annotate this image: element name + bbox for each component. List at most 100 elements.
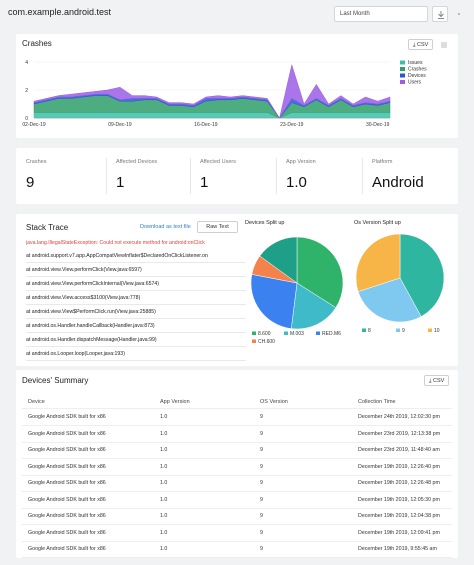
column-header[interactable]: Device (28, 399, 45, 405)
table-cell: 1.0 (160, 529, 168, 536)
pie-slice (250, 274, 298, 329)
table-cell: 1.0 (160, 546, 168, 552)
table-cell: Google Android SDK built for x86 (28, 496, 106, 503)
table-cell: 1.0 (160, 430, 168, 437)
legend-swatch (400, 80, 405, 84)
trace-line: at android.os.Looper.loop(Looper.java:19… (26, 351, 246, 361)
table-cell: 1.0 (160, 513, 168, 519)
download-icon: ⤓ (429, 378, 433, 384)
table-cell: 1.0 (160, 414, 168, 420)
stacktrace-title: Stack Trace (26, 223, 69, 232)
stat-value: 1 (116, 174, 125, 191)
table-cell: 9 (260, 430, 263, 437)
legend-label: RED.M6 (322, 331, 341, 337)
period-select[interactable]: Last Month (334, 6, 428, 22)
x-tick-label: 23-Dec-19 (280, 122, 304, 128)
legend-swatch (252, 339, 256, 343)
legend-swatch (400, 73, 405, 78)
download-text-link[interactable]: Download as text file (140, 224, 191, 230)
row-divider (22, 458, 452, 459)
pie-slice (357, 277, 422, 323)
stat-value: 1 (200, 174, 209, 191)
stat-value: Android (372, 174, 424, 191)
stat-value: 9 (26, 174, 35, 191)
legend-label: Users (408, 80, 422, 86)
table-cell: December 19th 2019, 12:04:38 pm (358, 513, 440, 519)
stat-value: 1.0 (286, 174, 307, 191)
download-button[interactable] (432, 6, 448, 22)
stat-divider (190, 158, 191, 194)
legend-label: Devices (408, 73, 426, 79)
table-cell: 9 (260, 463, 263, 470)
stat-divider (276, 158, 277, 194)
column-header[interactable]: Collection Time (358, 399, 396, 405)
legend-label: 8.600 (258, 331, 271, 337)
trace-line: at android.view.View.performClickInterna… (26, 281, 246, 291)
legend-label: M.003 (290, 331, 304, 337)
row-divider (22, 491, 452, 492)
trace-line: at android.view.View.performClick(View.j… (26, 267, 246, 277)
y-tick-label: 4 (25, 60, 28, 66)
table-cell: Google Android SDK built for x86 (28, 430, 106, 437)
stat-label: Crashes (26, 159, 47, 165)
row-divider (22, 507, 452, 509)
x-tick-label: 02-Dec-19 (22, 122, 46, 128)
row-divider (22, 557, 452, 558)
download-icon: ⤓ (413, 42, 417, 48)
row-divider (22, 524, 452, 525)
trace-line: at android.view.View$PerformClick.run(Vi… (26, 309, 246, 319)
csv-label: CSV (416, 42, 429, 48)
series-area-issues (33, 112, 391, 119)
column-header[interactable]: OS Version (260, 399, 288, 405)
y-tick-label: 2 (25, 88, 28, 94)
x-tick-label: 16-Dec-19 (194, 122, 218, 128)
csv-label: CSV (432, 378, 445, 384)
table-cell: 1.0 (160, 480, 168, 486)
more-button[interactable] (452, 6, 466, 22)
table-cell: December 19th 2019, 9:55:45 am (358, 546, 437, 552)
y-tick-label: 0 (25, 116, 28, 122)
legend-label: 9 (402, 328, 405, 334)
table-cell: 9 (260, 546, 263, 552)
devices-pie-title: Devices Split up (245, 220, 285, 226)
trace-line: at android.support.v7.app.AppCompatViewI… (26, 253, 246, 263)
table-cell: December 24th 2019, 12:02:30 pm (358, 414, 440, 420)
devices-summary-card: Devices' Summary ⤓ CSV Device App Version… (16, 370, 458, 558)
stat-label: Affected Devices (116, 159, 158, 165)
x-tick-label: 09-Dec-19 (108, 122, 132, 128)
table-cell: December 19th 2019, 12:05:30 pm (358, 496, 440, 503)
crashes-area-chart: 0 2 4 02-Dec-19 09-Dec-19 16-Dec-19 23-Dec-19 3… (22, 60, 427, 128)
app-name: com.example.android.test (8, 7, 112, 17)
trace-line: at android.os.Handler.handleCallback(Han… (26, 323, 246, 333)
summary-csv-button[interactable]: ⤓ CSV (424, 375, 450, 386)
devices-pie-chart: 8.600 M.003 RED.M6 CH.600 (250, 236, 344, 345)
top-bar: com.example.android.test Last Month (0, 0, 474, 28)
os-pie-title: Os Version Split up (354, 220, 401, 226)
pie-slice (399, 233, 445, 317)
stat-divider (362, 158, 363, 194)
os-pie-chart: 8 9 10 (355, 233, 445, 334)
menu-icon (458, 13, 460, 15)
legend-swatch (396, 328, 400, 332)
stat-label: Platform (372, 159, 393, 165)
column-header[interactable]: App Version (160, 399, 190, 405)
raw-text-button[interactable]: Raw Text (197, 221, 238, 233)
settings-icon[interactable] (440, 41, 448, 49)
crashes-csv-button[interactable]: ⤓ CSV (408, 39, 434, 50)
legend-label: CH.600 (258, 339, 275, 345)
stats-card: Crashes 9 Affected Devices 1 Affected Users 1… (16, 148, 458, 204)
download-icon (438, 11, 444, 19)
table-cell: Google Android SDK built for x86 (28, 463, 106, 470)
legend-swatch (284, 331, 288, 335)
series-area-users (33, 63, 391, 119)
legend-swatch (400, 60, 405, 65)
table-cell: Google Android SDK built for x86 (28, 513, 106, 519)
crashes-card: Crashes ⤓ CSV 0 2 4 02-Dec-19 09-Dec-19 16-De… (16, 34, 458, 138)
pie-slice (355, 233, 401, 292)
table-cell: 9 (260, 496, 263, 503)
table-cell: 9 (260, 513, 263, 519)
legend-swatch (400, 67, 405, 71)
pie-slice (290, 282, 337, 330)
legend-swatch (316, 331, 320, 335)
table-cell: Google Android SDK built for x86 (28, 480, 106, 486)
